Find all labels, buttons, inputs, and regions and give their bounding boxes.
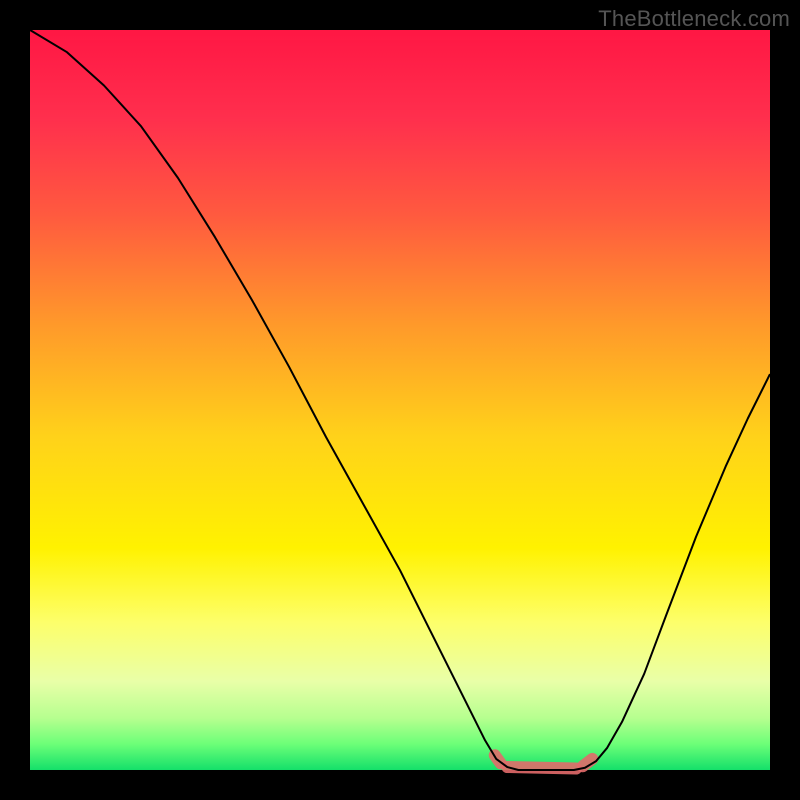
chart-root: TheBottleneck.com	[0, 0, 800, 800]
plot-area	[30, 30, 770, 770]
marker-segment	[507, 767, 576, 768]
attribution-label: TheBottleneck.com	[598, 6, 790, 32]
chart-svg	[0, 0, 800, 800]
